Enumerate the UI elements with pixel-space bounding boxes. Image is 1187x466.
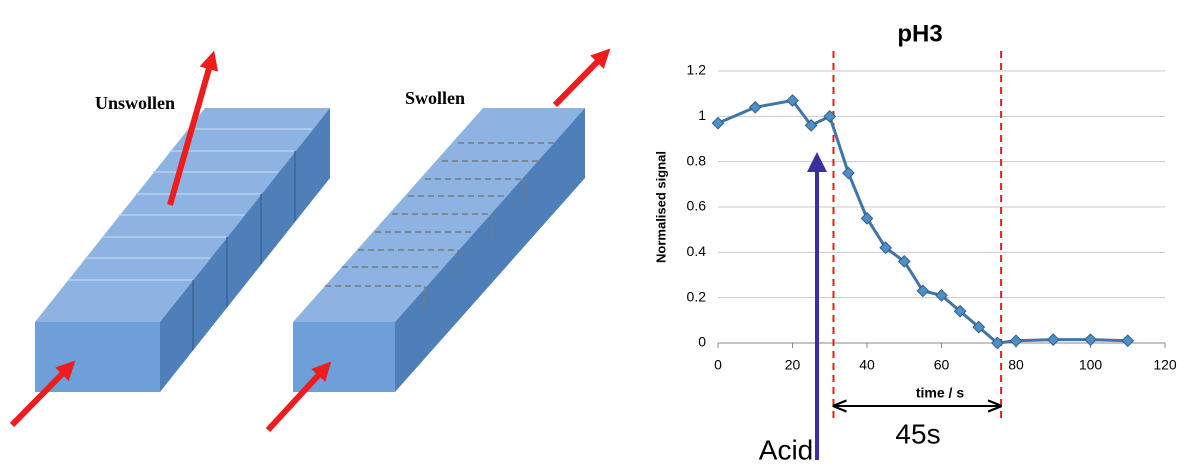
- data-point: [1048, 334, 1059, 345]
- x-tick-label: 100: [1079, 357, 1103, 373]
- y-tick-label: 0.4: [687, 243, 707, 259]
- y-tick-label: 0.6: [687, 198, 707, 214]
- data-line: [718, 100, 1128, 343]
- diagram-label: Swollen: [405, 88, 465, 108]
- annotation: Acid: [759, 434, 813, 465]
- x-tick-label: 40: [859, 357, 875, 373]
- x-tick-label: 120: [1153, 357, 1177, 373]
- data-point: [750, 102, 761, 113]
- figure: Unswollen Swollen pH3 time / s Normalise…: [0, 0, 1187, 466]
- x-tick-label: 80: [1008, 357, 1024, 373]
- y-tick-label: 0: [698, 334, 706, 350]
- data-point: [712, 117, 723, 128]
- diagram-label: Unswollen: [95, 93, 175, 113]
- y-tick-label: 1.2: [687, 62, 707, 78]
- x-tick-label: 20: [785, 357, 801, 373]
- chart-title: pH3: [897, 20, 942, 47]
- y-tick-label: 0.2: [687, 288, 707, 304]
- annotation: 45s: [895, 418, 940, 449]
- y-tick-label: 1: [698, 107, 706, 123]
- swollen-block: [293, 108, 585, 392]
- page: {"diagram": {"labels": ["Unswollen", "Sw…: [0, 0, 1187, 466]
- x-tick-label: 60: [934, 357, 950, 373]
- data-point: [843, 167, 854, 178]
- y-axis-label: Normalised signal: [653, 151, 668, 263]
- data-point: [1085, 334, 1096, 345]
- x-axis-label: time / s: [916, 385, 964, 401]
- x-tick-label: 0: [714, 357, 722, 373]
- data-point: [1010, 335, 1021, 346]
- y-tick-label: 0.8: [687, 152, 707, 168]
- data-point: [1122, 335, 1133, 346]
